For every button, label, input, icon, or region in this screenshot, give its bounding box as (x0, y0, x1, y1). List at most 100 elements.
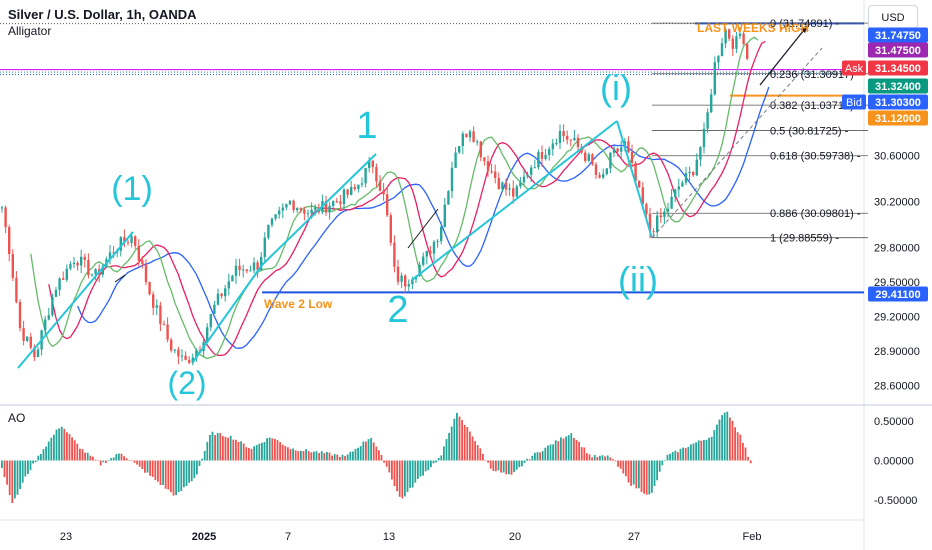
oscillator-bar (482, 453, 484, 461)
oscillator-bar (201, 458, 203, 461)
oscillator-bar (162, 460, 164, 485)
candle-body (569, 139, 572, 141)
oscillator-bar (227, 437, 229, 461)
oscillator-bar (526, 458, 528, 461)
candle-body (11, 254, 14, 278)
oscillator-bar (86, 452, 89, 461)
price-tick-label: 29.20000 (874, 312, 920, 324)
oscillator-bar (328, 452, 331, 461)
oscillator-bar (289, 449, 292, 461)
candle-body (263, 237, 266, 257)
candle-body (731, 38, 734, 49)
candle-body (515, 186, 518, 197)
oscillator-bar (185, 460, 188, 486)
oscillator-bar (164, 460, 167, 489)
candle-body (450, 167, 454, 192)
oscillator-bar (190, 460, 193, 482)
oscillator-bar (372, 442, 375, 461)
indicator-label[interactable]: Alligator (8, 24, 52, 38)
oscillator-layer (1, 411, 752, 504)
oscillator-bar (315, 451, 318, 461)
oscillator-bar (237, 441, 240, 461)
oscillator-bar (544, 447, 547, 461)
candle-body (310, 209, 313, 214)
oscillator-bar (703, 439, 705, 461)
oscillator-bar (380, 454, 383, 461)
candle-body (249, 270, 252, 272)
oscillator-bar (102, 460, 105, 463)
candle-body (562, 131, 565, 137)
oscillator-bar (635, 460, 638, 489)
candle-body (303, 209, 306, 214)
oscillator-bar (209, 434, 211, 461)
oscillator-bar (8, 460, 11, 496)
oscillator-bar (404, 460, 406, 497)
candle-body (166, 324, 169, 340)
candle-body (576, 137, 580, 147)
oscillator-bar (302, 451, 305, 461)
candle-body (238, 265, 241, 271)
oscillator-bar (391, 460, 393, 480)
oscillator-bar (222, 436, 224, 461)
oscillator-bar (726, 411, 729, 461)
candle-body (663, 211, 666, 218)
candle-body (335, 201, 338, 203)
oscillator-bar (573, 437, 575, 461)
candle-body (18, 301, 22, 329)
oscillator-bar (45, 446, 47, 461)
oscillator-bar (55, 429, 58, 461)
price-badge (868, 27, 928, 43)
fib-level-label: 0.886 (30.09801) - (770, 208, 861, 220)
oscillator-bar (97, 460, 99, 462)
time-tick-label: 27 (628, 531, 640, 543)
oscillator-bar (177, 460, 180, 493)
oscillator-bar (24, 460, 27, 477)
candle-body (378, 181, 382, 191)
oscillator-bar (175, 460, 177, 496)
oscillator-bar (677, 452, 679, 461)
oscillator-bar (367, 439, 370, 461)
oscillator-bar (224, 436, 227, 461)
oscillator-bar (232, 439, 235, 461)
oscillator-bar (297, 451, 300, 461)
oscillator-bar (456, 412, 458, 461)
oscillator-bar (617, 460, 619, 467)
candle-body (627, 141, 630, 153)
candle-body (270, 218, 274, 225)
time-tick-label: 2025 (192, 531, 216, 543)
candle-body (494, 171, 497, 179)
candle-body (213, 304, 216, 314)
oscillator-bar (445, 439, 448, 461)
oscillator-bar (359, 446, 362, 461)
oscillator-bar (307, 451, 310, 461)
oscillator-bar (357, 447, 359, 461)
trend-line (411, 120, 618, 281)
candle-body (159, 305, 162, 325)
oscillator-bar (193, 460, 196, 479)
oscillator-bar (586, 453, 588, 461)
candle-body (206, 327, 209, 343)
candle-body (598, 175, 601, 178)
oscillator-bar (99, 460, 102, 466)
oscillator-bar (578, 441, 580, 461)
oscillator-bar (560, 437, 562, 461)
oscillator-bar (422, 460, 424, 476)
candle-body (123, 237, 126, 243)
fib-trend-line (651, 47, 823, 239)
oscillator-bar (250, 448, 253, 461)
oscillator-label[interactable]: AO (8, 411, 26, 425)
oscillator-bar (690, 444, 692, 461)
oscillator-bar (453, 418, 456, 461)
oscillator-bar (362, 441, 365, 461)
oscillator-bar (497, 460, 500, 471)
oscillator-bar (76, 443, 79, 461)
candle-body (659, 215, 662, 218)
oscillator-bar (487, 460, 489, 463)
oscillator-bar (167, 460, 170, 490)
oscillator-bar (326, 452, 328, 461)
oscillator-bar (396, 460, 398, 492)
candle-body (245, 269, 248, 271)
oscillator-bar (16, 460, 19, 495)
oscillator-bar (697, 440, 700, 461)
